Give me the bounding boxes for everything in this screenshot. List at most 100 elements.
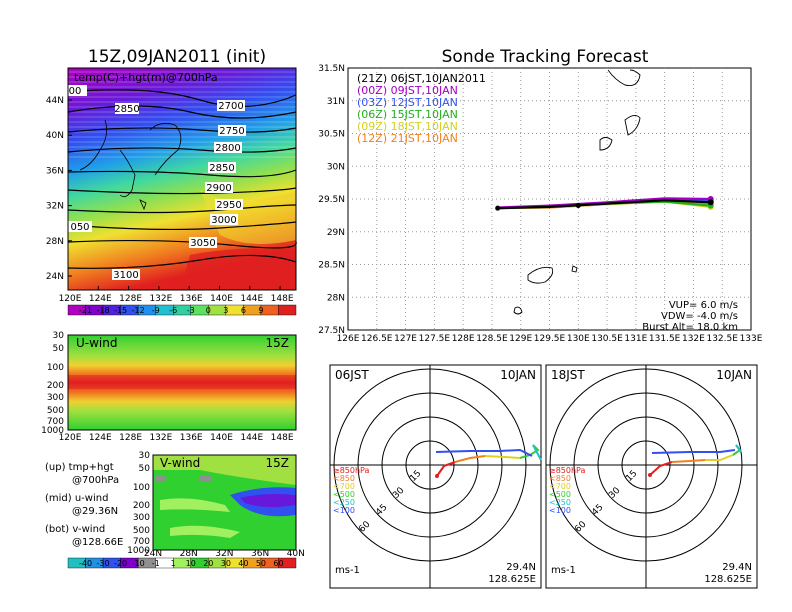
pressure-tick-label: 50 bbox=[139, 464, 151, 474]
lon-tick-label: 129E bbox=[509, 334, 532, 344]
hodograph-line bbox=[671, 459, 706, 463]
pressure-tick-label: 700 bbox=[47, 417, 64, 427]
pressure-tick-label: 200 bbox=[133, 501, 150, 511]
lon-tick-label: 140E bbox=[210, 433, 233, 443]
colorbar-label: 40 bbox=[238, 559, 248, 568]
polar-legend-entry: <850 bbox=[333, 474, 355, 483]
hodograph-line bbox=[532, 444, 542, 461]
lon-tick-label: 124E bbox=[89, 294, 112, 304]
contour-label-bg bbox=[217, 100, 245, 111]
colorbar-label: -6 bbox=[169, 306, 177, 315]
lon-tick-label: 120E bbox=[59, 294, 82, 304]
polar-ring bbox=[573, 392, 719, 538]
lat-tick-label: 36N bbox=[46, 166, 64, 176]
note-line: @29.36N bbox=[72, 506, 118, 517]
track-line bbox=[497, 199, 711, 210]
polar-ring bbox=[357, 392, 503, 538]
lat-tick-label: 31.5N bbox=[318, 64, 345, 74]
polar-pos-lon: 128.625E bbox=[704, 574, 752, 585]
track-end-point bbox=[707, 199, 714, 206]
note-line: (up) tmp+hgt bbox=[45, 462, 114, 473]
note-line: @128.66E bbox=[72, 537, 123, 548]
lon-tick-label: 148E bbox=[271, 433, 294, 443]
lon-tick-label: 132E bbox=[149, 433, 172, 443]
lon-tick-label: 140E bbox=[210, 294, 233, 304]
lat-tick-label: 40N bbox=[287, 549, 305, 559]
track-param: VUP= 6.0 m/s bbox=[669, 300, 738, 311]
lon-tick-label: 126.5E bbox=[361, 334, 393, 344]
track-mid-point bbox=[575, 203, 581, 209]
contour-label: 2950 bbox=[216, 200, 241, 211]
lon-tick-label: 128.5E bbox=[476, 334, 508, 344]
contour-label: 2700 bbox=[218, 101, 243, 112]
lat-tick-label: 32N bbox=[46, 202, 64, 212]
polar-pos-lon: 128.625E bbox=[488, 574, 536, 585]
colorbar-label: -9 bbox=[152, 306, 160, 315]
pressure-tick-label: 30 bbox=[53, 331, 65, 341]
lat-tick-label: 24N bbox=[144, 549, 162, 559]
colorbar-label: -18 bbox=[97, 306, 110, 315]
contour-label: 00 bbox=[69, 86, 82, 97]
lon-tick-label: 133E bbox=[740, 334, 763, 344]
polar-legend-entry: <100 bbox=[333, 506, 355, 515]
pressure-tick-label: 300 bbox=[133, 513, 150, 523]
lon-tick-label: 132.5E bbox=[706, 334, 738, 344]
colorbar-label: -15 bbox=[114, 306, 127, 315]
colorbar-label: 6 bbox=[241, 306, 246, 315]
note-line: (mid) u-wind bbox=[45, 493, 108, 504]
track-legend-entry: (21Z) 06JST,10JAN2011 bbox=[357, 72, 486, 85]
colorbar-label: -30 bbox=[97, 559, 110, 568]
u-wind-time: 15Z bbox=[266, 336, 290, 350]
lat-tick-label: 40N bbox=[46, 131, 64, 141]
lat-tick-label: 24N bbox=[46, 272, 64, 282]
hodograph-line bbox=[519, 444, 540, 459]
lat-tick-label: 29N bbox=[327, 228, 345, 238]
contour-label: 2750 bbox=[219, 126, 244, 137]
contour-label-bg bbox=[68, 221, 92, 232]
u-wind-label: U-wind bbox=[76, 336, 117, 350]
colorbar-label: -20 bbox=[114, 559, 127, 568]
lon-tick-label: 131E bbox=[624, 334, 647, 344]
lon-tick-label: 148E bbox=[271, 294, 294, 304]
lat-tick-label: 36N bbox=[251, 549, 269, 559]
polar-legend-entry: <500 bbox=[333, 490, 355, 499]
hodograph-line bbox=[484, 455, 521, 459]
lat-tick-label: 31N bbox=[327, 97, 345, 107]
contour-label-bg bbox=[210, 214, 238, 225]
lat-tick-label: 28N bbox=[327, 293, 345, 303]
pressure-tick-label: 30 bbox=[139, 451, 151, 461]
track-param: Burst Alt= 18.0 km bbox=[642, 322, 738, 333]
lon-tick-label: 120E bbox=[59, 433, 82, 443]
contour-label: 2900 bbox=[206, 183, 231, 194]
colorbar-label: 3 bbox=[223, 306, 228, 315]
hodograph-line bbox=[436, 461, 456, 477]
polar-time: 18JST bbox=[551, 368, 585, 382]
polar-ring bbox=[333, 368, 527, 562]
contour-label-bg bbox=[205, 182, 233, 193]
colorbar-label: -21 bbox=[79, 306, 92, 315]
hodograph-line bbox=[435, 448, 533, 457]
polar-frame bbox=[545, 364, 758, 589]
pressure-tick-label: 1000 bbox=[127, 546, 150, 556]
lon-tick-label: 124E bbox=[89, 433, 112, 443]
polar-ring bbox=[621, 440, 671, 490]
lon-tick-label: 132E bbox=[149, 294, 172, 304]
polar-legend-entry: <700 bbox=[333, 482, 355, 491]
colorbar-label: -40 bbox=[79, 559, 92, 568]
polar-legend-entry: <250 bbox=[549, 498, 571, 507]
left-title: 15Z,09JAN2011 (init) bbox=[88, 47, 266, 67]
contour-label-bg bbox=[189, 237, 217, 248]
lat-tick-label: 28.5N bbox=[318, 261, 345, 271]
panel-700hpa: 2700275028002850290029503000305031002850… bbox=[46, 67, 297, 316]
track-legend-entry: (00Z) 09JST,10JAN bbox=[357, 84, 458, 97]
contour-label-bg bbox=[214, 142, 242, 153]
lat-tick-label: 30.5N bbox=[318, 130, 345, 140]
contour-label: 3050 bbox=[190, 238, 215, 249]
pressure-tick-label: 100 bbox=[133, 483, 150, 493]
v-wind-time: 15Z bbox=[266, 456, 290, 470]
polar-units: ms-1 bbox=[551, 565, 576, 576]
lon-tick-label: 128E bbox=[452, 334, 475, 344]
